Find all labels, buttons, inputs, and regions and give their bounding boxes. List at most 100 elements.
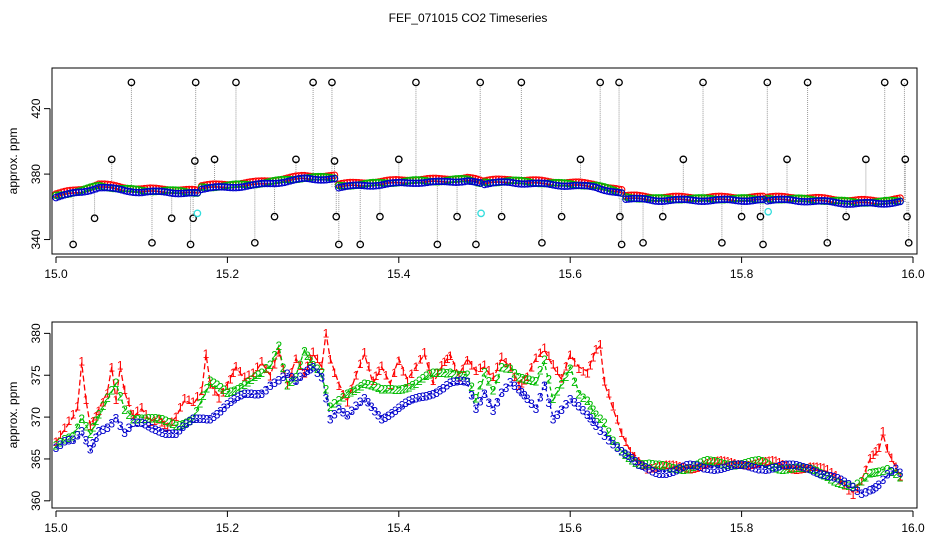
data-point-channel-3 <box>817 196 826 205</box>
data-point-channel-3 <box>706 196 714 205</box>
figure-title: FEF_071015 CO2 Timeseries <box>389 11 548 25</box>
series-2-point-label: 2 <box>687 462 694 476</box>
data-point-channel-3 <box>77 188 86 196</box>
series-1-point-label: 1 <box>888 451 895 465</box>
series-2-point-label: 2 <box>522 372 529 386</box>
series-3-point-label: 3 <box>800 461 807 475</box>
series-3-point-label: 3 <box>392 404 399 418</box>
spike-point <box>679 155 688 164</box>
series-2-point-label: 2 <box>697 456 704 470</box>
spike-point <box>190 157 199 165</box>
series-2-point-label: 2 <box>416 374 423 388</box>
series-2-point-label: 2 <box>207 374 214 388</box>
spike-point <box>862 155 870 164</box>
data-point-channel-3 <box>732 196 740 205</box>
data-point-channel-3 <box>389 179 397 187</box>
data-point-channel-3 <box>683 195 692 204</box>
series-2-point-label: 2 <box>241 378 248 392</box>
series-2-point-label: 2 <box>841 478 848 492</box>
series-1-point-label: 1 <box>237 365 244 379</box>
series-2-point-label: 2 <box>526 373 533 387</box>
series-3-point-label: 3 <box>653 466 660 480</box>
series-3-point-label: 3 <box>850 481 857 495</box>
spike-point <box>376 212 384 221</box>
series-3-point-label: 3 <box>433 386 440 400</box>
series-2-point-label: 2 <box>790 461 797 475</box>
spike-point <box>127 78 136 87</box>
series-1-point-label: 1 <box>425 360 432 374</box>
series-1-point-label: 1 <box>304 359 311 373</box>
series-1-point-label: 1 <box>258 355 265 369</box>
series-3-point-label: 3 <box>807 462 814 476</box>
series-1-point-label: 1 <box>430 374 437 388</box>
data-point-channel-3 <box>843 200 852 208</box>
data-point-channel-3 <box>627 194 636 203</box>
series-2-point-label: 2 <box>271 348 278 362</box>
data-point-channel-3 <box>820 197 829 205</box>
series-1-point-label: 1 <box>357 357 364 371</box>
data-point-channel-3 <box>223 183 232 191</box>
series-3-point-label: 3 <box>473 402 480 416</box>
spike-point <box>167 214 176 223</box>
data-point-channel-3 <box>69 189 77 197</box>
data-point-channel-3 <box>857 199 866 207</box>
series-2-point-label: 2 <box>166 415 173 429</box>
series-2-point-label: 2 <box>601 416 608 430</box>
series-2-point-label: 2 <box>490 384 497 398</box>
series-3-point-label: 3 <box>575 399 582 413</box>
series-1-point-label: 1 <box>762 454 769 468</box>
series-1-point-label: 1 <box>863 463 870 477</box>
series-3-point-label: 3 <box>817 467 824 481</box>
bottom-x-tick-label: 15.2 <box>216 521 240 535</box>
series-3-point-label: 3 <box>288 370 295 384</box>
series-1-point-label: 1 <box>164 420 171 434</box>
series-2-point-label: 2 <box>461 368 468 382</box>
top-y-tick-label: 340 <box>29 229 43 249</box>
bottom-y-tick-label: 375 <box>29 365 43 385</box>
series-2-point-label: 2 <box>293 371 300 385</box>
series-1-point-label: 1 <box>867 452 874 466</box>
series-2-point-label: 2 <box>875 465 882 479</box>
data-point-channel-3 <box>523 180 532 188</box>
series-3-point-label: 3 <box>419 390 426 404</box>
series-1-point-label: 1 <box>503 355 510 369</box>
series-3-point-label: 3 <box>271 376 278 390</box>
series-2-point-label: 2 <box>701 455 708 469</box>
series-1-point-label: 1 <box>441 355 448 369</box>
series-3-point-label: 3 <box>571 396 578 410</box>
series-3-point-label: 3 <box>735 458 742 472</box>
series-1-point-label: 1 <box>755 456 762 470</box>
data-point-channel-3 <box>182 189 191 197</box>
series-2-point-label: 2 <box>304 349 311 363</box>
series-1-point-label: 1 <box>190 395 197 409</box>
data-point-channel-3 <box>633 194 641 203</box>
data-point-channel-3 <box>449 178 457 186</box>
series-1-point-label: 1 <box>481 358 488 372</box>
data-point-channel-3 <box>686 196 694 204</box>
data-point-channel-3 <box>729 196 737 204</box>
series-2-point-label: 2 <box>670 461 677 475</box>
data-point-channel-3 <box>303 174 312 183</box>
spike-point <box>394 155 403 164</box>
series-2-point-label: 2 <box>759 455 766 469</box>
series-3-point-label: 3 <box>721 461 728 475</box>
series-1-point-label: 1 <box>417 353 424 367</box>
data-point-channel-3 <box>190 188 199 197</box>
data-point-channel-3 <box>743 197 751 205</box>
series-3-point-label: 3 <box>464 375 471 389</box>
series-2-point-label: 2 <box>392 383 399 397</box>
spike-point <box>737 212 746 221</box>
series-2-point-label: 2 <box>419 372 426 386</box>
series-3-point-label: 3 <box>66 434 73 448</box>
spike-point <box>880 78 889 87</box>
data-point-channel-3 <box>266 179 274 188</box>
spike-point <box>639 238 647 247</box>
series-1-point-label: 1 <box>307 352 314 366</box>
series-3-point-label: 3 <box>214 407 221 421</box>
spike-point <box>803 78 812 87</box>
spike-point <box>292 155 300 164</box>
data-point-channel-3 <box>349 181 357 190</box>
bottom-y-tick-label: 365 <box>29 449 43 469</box>
series-3-point-label: 3 <box>241 387 248 401</box>
series-2-point-label: 2 <box>752 454 759 468</box>
